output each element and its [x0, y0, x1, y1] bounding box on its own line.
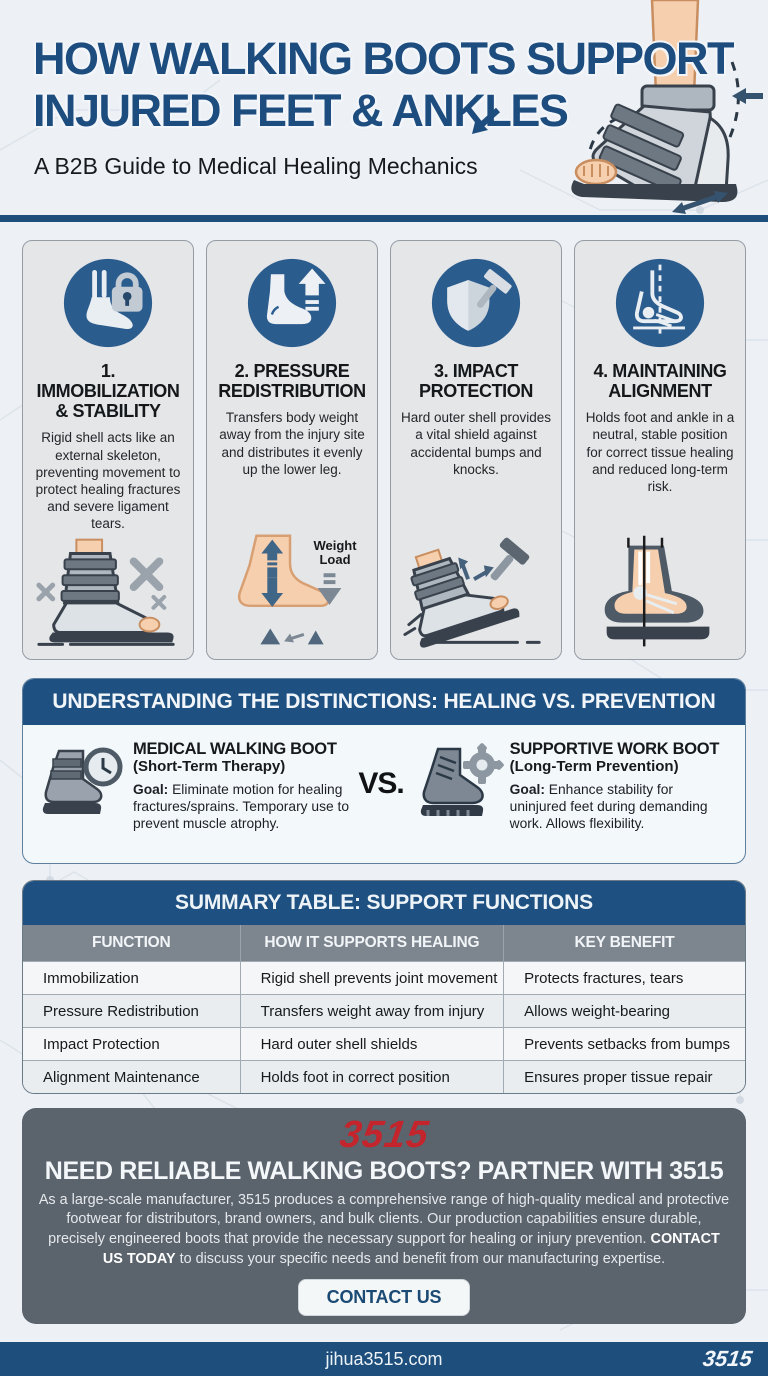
card-maintaining-alignment: 4. MAINTAINING ALIGNMENT Holds foot and … [574, 240, 746, 660]
card-body: Holds foot and ankle in a neutral, stabl… [585, 410, 735, 494]
summary-table-column-headers: FUNCTION HOW IT SUPPORTS HEALING KEY BEN… [23, 925, 745, 961]
table-cell: Immobilization [23, 961, 240, 994]
medical-boot-title: MEDICAL WALKING BOOT [133, 740, 337, 758]
table-cell: Protects fractures, tears [503, 961, 745, 994]
table-row: Alignment Maintenance Holds foot in corr… [23, 1060, 745, 1093]
table-cell: Alignment Maintenance [23, 1060, 240, 1093]
alignment-illustration [581, 533, 739, 651]
arrow-down-left-icon [472, 107, 501, 134]
summary-table-panel: SUMMARY TABLE: SUPPORT FUNCTIONS FUNCTIO… [22, 880, 746, 1094]
column-header: KEY BENEFIT [503, 925, 745, 961]
table-row: Impact Protection Hard outer shell shiel… [23, 1027, 745, 1060]
walking-boot-hero-illustration [571, 0, 763, 214]
table-cell: Rigid shell prevents joint movement [239, 961, 504, 994]
work-boot-subtitle: (Long-Term Prevention) [509, 758, 679, 776]
card-impact-protection: 3. IMPACT PROTECTION Hard outer shell pr… [390, 240, 562, 660]
foot-arrow-up-icon [247, 258, 337, 348]
page-title-line1: HOW WALKING BOOTS SUPPORT [33, 33, 735, 84]
table-cell: Hard outer shell shields [239, 1027, 504, 1060]
table-row: Pressure Redistribution Transfers weight… [23, 994, 745, 1027]
card-pressure-redistribution: 2. PRESSURE REDISTRIBUTION Transfers bod… [206, 240, 378, 660]
table-cell: Allows weight-bearing [503, 994, 745, 1027]
card-title: 4. MAINTAINING ALIGNMENT [593, 361, 727, 402]
work-boot-goal: Goal: Enhance stability for uninjured fe… [509, 781, 708, 831]
distinctions-panel: UNDERSTANDING THE DISTINCTIONS: HEALING … [22, 678, 746, 864]
foot-alignment-icon [615, 258, 705, 348]
cta-heading: NEED RELIABLE WALKING BOOTS? PARTNER WIT… [44, 1156, 724, 1185]
work-boot-title: SUPPORTIVE WORK BOOT [509, 740, 720, 758]
work-boot-gear-icon [420, 743, 504, 816]
table-cell: Pressure Redistribution [23, 994, 240, 1027]
column-header: HOW IT SUPPORTS HEALING [239, 925, 504, 961]
table-row: Immobilization Rigid shell prevents join… [23, 961, 745, 994]
table-cell: Ensures proper tissue repair [503, 1060, 745, 1093]
immobilization-illustration [29, 533, 187, 651]
medical-boot-text: MEDICAL WALKING BOOT (Short-Term Therapy… [133, 740, 352, 832]
card-body: Transfers body weight away from the inju… [219, 410, 365, 477]
table-cell: Impact Protection [23, 1027, 240, 1060]
distinctions-header: UNDERSTANDING THE DISTINCTIONS: HEALING … [23, 679, 745, 725]
card-title: 1. IMMOBILIZATION & STABILITY [36, 361, 180, 422]
impact-illustration [397, 533, 555, 651]
cta-panel: 3515 NEED RELIABLE WALKING BOOTS? PARTNE… [22, 1108, 746, 1324]
contact-us-button[interactable]: CONTACT US [297, 1279, 471, 1317]
card-immobilization: 1. IMMOBILIZATION & STABILITY Rigid shel… [22, 240, 194, 660]
column-header: FUNCTION [92, 934, 171, 951]
footer-website-link[interactable]: jihua3515.com [325, 1348, 443, 1369]
shield-hammer-icon [431, 258, 521, 348]
vs-label: VS. [358, 767, 404, 800]
foot-lock-icon [63, 258, 153, 348]
card-title: 3. IMPACT PROTECTION [418, 361, 533, 402]
medical-boot-clock-icon [42, 747, 123, 814]
pressure-illustration: Weight Load [213, 533, 371, 651]
medical-boot-goal: Goal: Eliminate motion for healing fract… [133, 781, 349, 831]
cta-body-text: As a large-scale manufacturer, 3515 prod… [38, 1191, 730, 1267]
weight-load-label: Weight Load [313, 538, 357, 568]
summary-table-title: SUMMARY TABLE: SUPPORT FUNCTIONS [23, 881, 745, 925]
footer-logo-3515: 3515 [701, 1346, 754, 1371]
header-divider [0, 215, 768, 222]
medical-boot-subtitle: (Short-Term Therapy) [133, 758, 286, 776]
card-body: Rigid shell acts like an external skelet… [35, 430, 181, 532]
table-cell: Holds foot in correct position [239, 1060, 504, 1093]
page-subtitle: A B2B Guide to Medical Healing Mechanics [34, 153, 478, 179]
table-cell: Prevents setbacks from bumps [503, 1027, 745, 1060]
footer-bar: jihua3515.com 3515 [0, 1342, 768, 1376]
work-boot-text: SUPPORTIVE WORK BOOT (Long-Term Preventi… [509, 740, 729, 832]
support-function-cards: 1. IMMOBILIZATION & STABILITY Rigid shel… [22, 240, 746, 660]
brand-logo-3515: 3515 [336, 1114, 432, 1156]
table-cell: Transfers weight away from injury [239, 994, 504, 1027]
card-body: Hard outer shell provides a vital shield… [400, 410, 552, 477]
card-title: 2. PRESSURE REDISTRIBUTION [218, 361, 366, 402]
